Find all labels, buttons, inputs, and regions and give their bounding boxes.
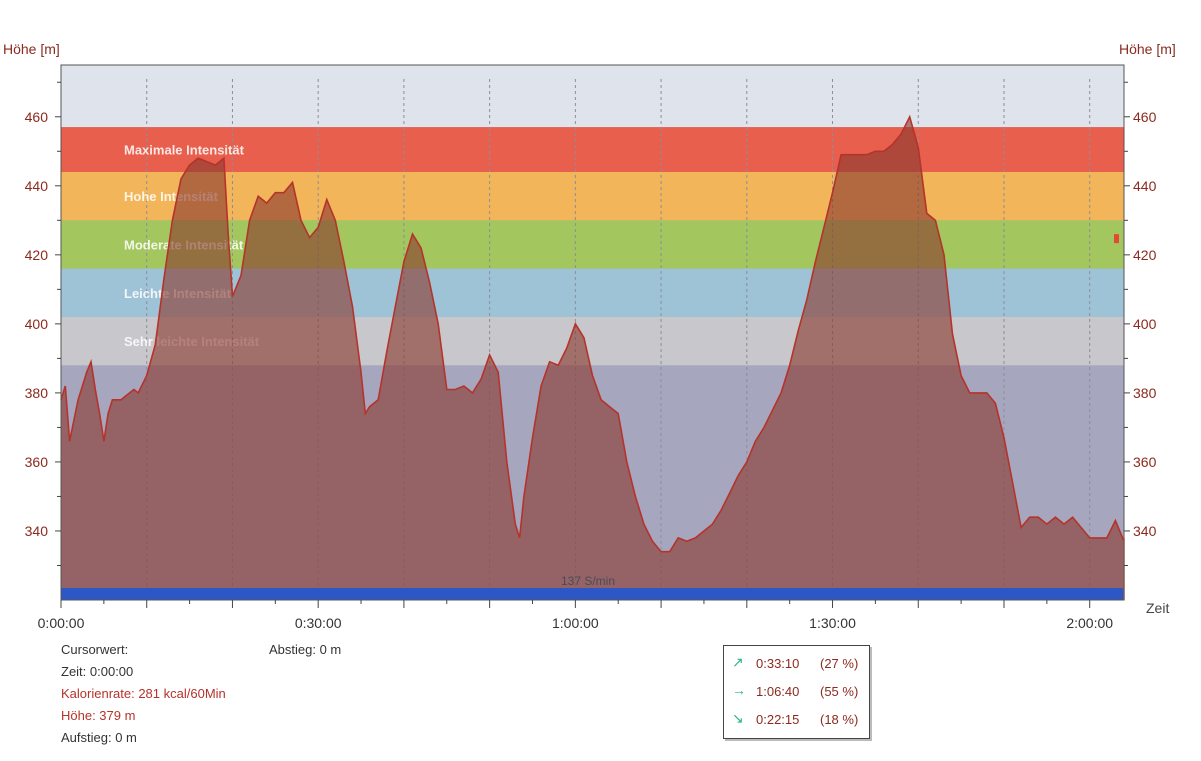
gradient-summary-box: ↗ 0:33:10 (27 %) → 1:06:40 (55 %) ↘ 0:22… [723, 645, 870, 739]
y-tick-label-left: 380 [25, 385, 49, 401]
summary-row-flat: → 1:06:40 (55 %) [724, 682, 869, 704]
x-axis-title: Zeit [1146, 600, 1170, 616]
summary-percent: (18 %) [820, 712, 859, 727]
summary-row-descent: ↘ 0:22:15 (18 %) [724, 710, 869, 732]
y-tick-label-right: 460 [1133, 109, 1157, 125]
y-axis-title-right: Höhe [m] [1119, 41, 1176, 57]
plot-frame [60, 64, 1125, 601]
y-tick-label-right: 420 [1133, 247, 1157, 263]
y-tick-label-left: 420 [25, 247, 49, 263]
summary-time: 0:33:10 [756, 656, 800, 671]
summary-time: 1:06:40 [756, 684, 800, 699]
elevation-line [60, 114, 1125, 553]
y-tick-label-right: 400 [1133, 316, 1157, 332]
arrow-down-right-icon: ↘ [732, 710, 744, 726]
ascent-readout: Aufstieg: 0 m [61, 730, 137, 745]
time-readout: Zeit: 0:00:00 [61, 664, 134, 679]
summary-row-ascent: ↗ 0:33:10 (27 %) [724, 654, 869, 676]
y-tick-label-left: 400 [25, 316, 49, 332]
descent-readout: Abstieg: 0 m [269, 642, 342, 657]
summary-time: 0:22:15 [756, 712, 800, 727]
arrow-up-right-icon: ↗ [732, 654, 744, 670]
calorie-rate-readout: Kalorienrate: 281 kcal/60Min [61, 686, 226, 701]
summary-percent: (27 %) [820, 656, 859, 671]
x-tick-label: 2:00:00 [1066, 615, 1113, 631]
y-axis-title-left: Höhe [m] [3, 41, 60, 57]
cadence-band-label: 137 S/min [561, 574, 615, 588]
y-tick-label-left: 460 [25, 109, 49, 125]
y-tick-label-right: 360 [1133, 454, 1157, 470]
intensity-zone-3 [61, 220, 1124, 269]
y-tick-label-right: 340 [1133, 523, 1157, 539]
cadence-band [61, 588, 1124, 600]
zone-label-1: Maximale Intensität [124, 143, 245, 158]
y-tick-label-right: 440 [1133, 178, 1157, 194]
x-tick-label: 1:00:00 [552, 615, 599, 631]
arrow-right-icon: → [732, 682, 746, 698]
x-tick-label: 1:30:00 [809, 615, 856, 631]
summary-percent: (55 %) [820, 684, 859, 699]
elevation-area [61, 116, 1124, 601]
y-tick-label-left: 360 [25, 454, 49, 470]
y-tick-label-left: 340 [25, 523, 49, 539]
right-edge-marker [1114, 234, 1119, 244]
intensity-zone-1 [61, 127, 1124, 172]
x-tick-label: 0:00:00 [38, 615, 85, 631]
plot-top-area [61, 65, 1124, 128]
intensity-zone-2 [61, 172, 1124, 221]
y-tick-label-right: 380 [1133, 385, 1157, 401]
altitude-readout: Höhe: 379 m [61, 708, 136, 723]
y-tick-label-left: 440 [25, 178, 49, 194]
x-tick-label: 0:30:00 [295, 615, 342, 631]
cursor-label: Cursorwert: [61, 642, 129, 657]
